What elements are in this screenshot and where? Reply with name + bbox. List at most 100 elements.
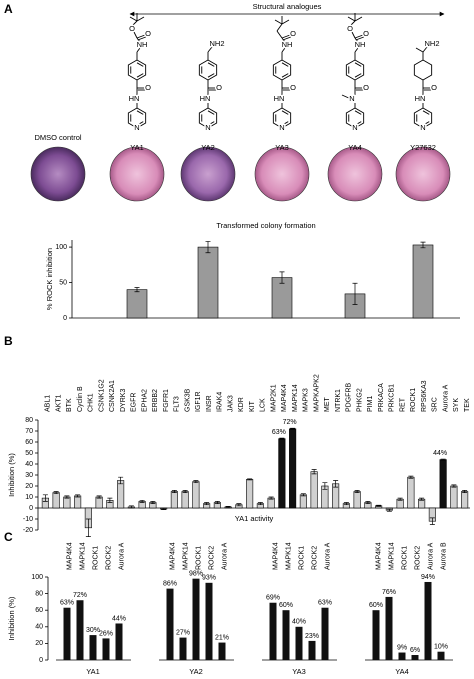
- bar: [437, 651, 445, 660]
- x-tick-label: EPHA2: [141, 389, 148, 412]
- atom-label: O: [145, 83, 151, 92]
- x-tick-label: MAP2K1: [270, 384, 277, 412]
- panel-label: B: [4, 334, 13, 348]
- atom-label: O: [431, 83, 437, 92]
- plate: [180, 146, 236, 202]
- bar: [115, 623, 123, 660]
- x-tick-label: ROCK1: [92, 546, 99, 570]
- x-tick-label: RET: [399, 397, 406, 412]
- bond: [281, 34, 291, 39]
- y-tick-label: 70: [25, 428, 33, 435]
- x-tick-label: KIT: [249, 400, 256, 412]
- atom-label: N: [205, 123, 210, 132]
- x-tick-label: ABL1: [45, 395, 52, 412]
- bond: [136, 73, 144, 78]
- bar: [179, 637, 187, 660]
- error-bar: [182, 490, 188, 493]
- x-axis-label: YA1 activity: [235, 514, 274, 523]
- x-tick-label: PDGFRB: [346, 383, 353, 413]
- bar: [218, 642, 226, 660]
- bond: [354, 62, 362, 67]
- atom-label: O: [347, 24, 353, 33]
- value-label: 27%: [176, 629, 190, 636]
- x-tick-label: MAPK14: [285, 542, 292, 570]
- x-tick-label: PHKG2: [356, 388, 363, 412]
- y-tick-label: 100: [31, 574, 43, 581]
- bond: [276, 30, 283, 39]
- y-tick-label: -10: [23, 516, 33, 523]
- value-label: 98%: [189, 571, 203, 578]
- ring: [345, 107, 365, 129]
- error-bar: [429, 517, 435, 525]
- x-tick-label: EGFR: [131, 393, 138, 412]
- x-tick-label: ROCK2: [208, 546, 215, 570]
- bar: [102, 638, 110, 660]
- value-label: 72%: [73, 592, 87, 599]
- bond: [276, 23, 283, 32]
- value-label: 60%: [369, 602, 383, 609]
- x-tick-label: PIM1: [367, 396, 374, 412]
- bond: [136, 16, 145, 22]
- atom-label: NH: [282, 40, 293, 49]
- error-bar: [53, 491, 59, 495]
- bond: [207, 73, 215, 78]
- group-label: YA4: [395, 667, 409, 676]
- panel-label: A: [4, 2, 13, 16]
- bar: [450, 485, 458, 509]
- value-label: 9%: [397, 644, 407, 651]
- x-tick-label: CSNK2A1: [109, 380, 116, 412]
- x-tick-label: MAP4K4: [169, 542, 176, 570]
- bond: [347, 16, 356, 22]
- bar: [117, 480, 125, 509]
- bond: [136, 62, 144, 67]
- x-tick-label: Aurora A: [442, 384, 449, 412]
- y-tick-label: 50: [59, 279, 67, 286]
- x-tick-label: NTRK1: [335, 389, 342, 412]
- error-bar: [118, 476, 124, 485]
- bar: [89, 635, 97, 660]
- y-axis-label: Inhibition (%): [7, 453, 16, 497]
- y-tick-label: 20: [35, 640, 43, 647]
- x-tick-label: SYK: [453, 398, 460, 412]
- error-bar: [300, 493, 306, 497]
- bar: [181, 491, 189, 509]
- error-bar: [386, 508, 392, 512]
- value-label: 63%: [272, 429, 286, 436]
- plate: [30, 146, 86, 202]
- bond: [137, 36, 146, 41]
- error-bar: [343, 502, 349, 506]
- x-tick-label: DYRK3: [120, 389, 127, 412]
- bond: [281, 19, 290, 25]
- bar: [170, 491, 178, 509]
- y-tick-label: 60: [35, 607, 43, 614]
- bar: [282, 610, 290, 660]
- atom-label: O: [290, 29, 296, 38]
- x-tick-label: CHK1: [88, 393, 95, 412]
- value-label: 44%: [433, 450, 447, 457]
- bar: [321, 607, 329, 660]
- bond: [354, 121, 362, 126]
- error-bar: [128, 505, 134, 509]
- error-bar: [107, 497, 113, 503]
- bar: [63, 607, 71, 660]
- value-label: 63%: [60, 600, 74, 607]
- bar: [412, 244, 434, 319]
- bond: [354, 73, 362, 78]
- bar: [289, 428, 297, 509]
- bond: [207, 46, 213, 53]
- atom-label: O: [363, 83, 369, 92]
- bond: [341, 94, 352, 100]
- value-label: 76%: [382, 589, 396, 596]
- value-label: 86%: [163, 580, 177, 587]
- bar: [353, 491, 361, 509]
- error-bar: [333, 480, 339, 488]
- bar: [278, 438, 286, 509]
- value-label: 21%: [215, 634, 229, 641]
- x-tick-label: ROCK1: [195, 546, 202, 570]
- bond: [415, 47, 424, 53]
- x-tick-label: Aurora A: [427, 542, 434, 570]
- x-tick-label: MET: [324, 397, 331, 413]
- error-bar: [365, 501, 371, 504]
- x-tick-label: MAPK14: [292, 384, 299, 412]
